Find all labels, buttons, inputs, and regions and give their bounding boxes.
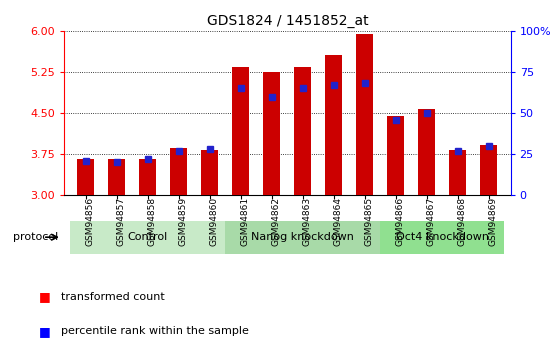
Bar [140,159,156,195]
Text: Control: Control [128,232,168,242]
Text: GSM94862: GSM94862 [272,197,281,246]
Bar [78,159,94,195]
Text: GDS1824 / 1451852_at: GDS1824 / 1451852_at [206,14,368,28]
Bar [381,221,504,254]
Text: GSM94857: GSM94857 [117,197,126,246]
Text: GSM94864: GSM94864 [334,197,343,246]
Text: Oct4 knockdown: Oct4 knockdown [396,232,489,242]
Bar [170,148,187,195]
Text: transformed count: transformed count [61,292,165,302]
Text: ■: ■ [39,325,51,338]
Text: GSM94860: GSM94860 [210,197,219,246]
Bar [201,150,218,195]
Text: GSM94865: GSM94865 [365,197,374,246]
Text: GSM94869: GSM94869 [489,197,498,246]
Bar [295,67,311,195]
Bar [449,150,466,195]
Bar [325,55,343,195]
Text: ■: ■ [39,290,51,303]
Text: GSM94867: GSM94867 [427,197,436,246]
Bar [387,116,405,195]
Bar [232,67,249,195]
Bar [263,72,280,195]
Text: GSM94863: GSM94863 [303,197,312,246]
Text: GSM94866: GSM94866 [396,197,405,246]
Text: Nanog knockdown: Nanog knockdown [252,232,354,242]
Bar [357,34,373,195]
Bar [70,221,225,254]
Text: protocol: protocol [13,232,59,242]
Text: percentile rank within the sample: percentile rank within the sample [61,326,249,336]
Text: GSM94861: GSM94861 [241,197,250,246]
Bar [480,145,497,195]
Text: GSM94868: GSM94868 [458,197,467,246]
Bar [225,221,381,254]
Text: GSM94858: GSM94858 [148,197,157,246]
Bar [418,109,435,195]
Text: GSM94856: GSM94856 [86,197,95,246]
Bar [108,159,126,195]
Text: GSM94859: GSM94859 [179,197,188,246]
